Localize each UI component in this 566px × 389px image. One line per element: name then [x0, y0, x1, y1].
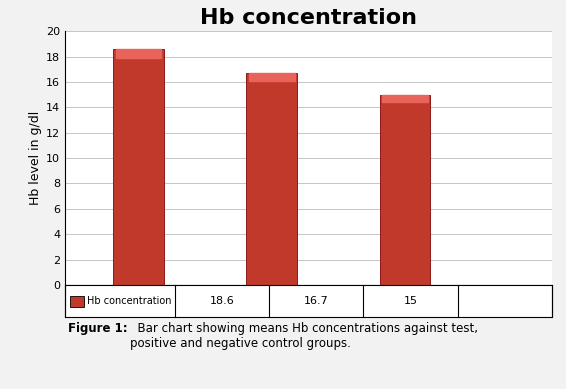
- Bar: [70, 296, 84, 307]
- Text: Hb concentration: Hb concentration: [88, 296, 172, 306]
- Text: 15: 15: [404, 296, 417, 306]
- Bar: [115, 49, 161, 58]
- Text: Figure 1:: Figure 1:: [67, 322, 127, 335]
- Title: Hb concentration: Hb concentration: [200, 8, 417, 28]
- Text: 18.6: 18.6: [209, 296, 234, 306]
- Bar: [246, 73, 297, 285]
- Bar: [383, 95, 428, 102]
- Text: Bar chart showing means Hb concentrations against test,
positive and negative co: Bar chart showing means Hb concentration…: [130, 322, 478, 350]
- Bar: [249, 73, 294, 81]
- Text: 16.7: 16.7: [304, 296, 328, 306]
- Y-axis label: Hb level in g/dl: Hb level in g/dl: [29, 111, 42, 205]
- Bar: [113, 49, 164, 285]
- Bar: [380, 95, 431, 285]
